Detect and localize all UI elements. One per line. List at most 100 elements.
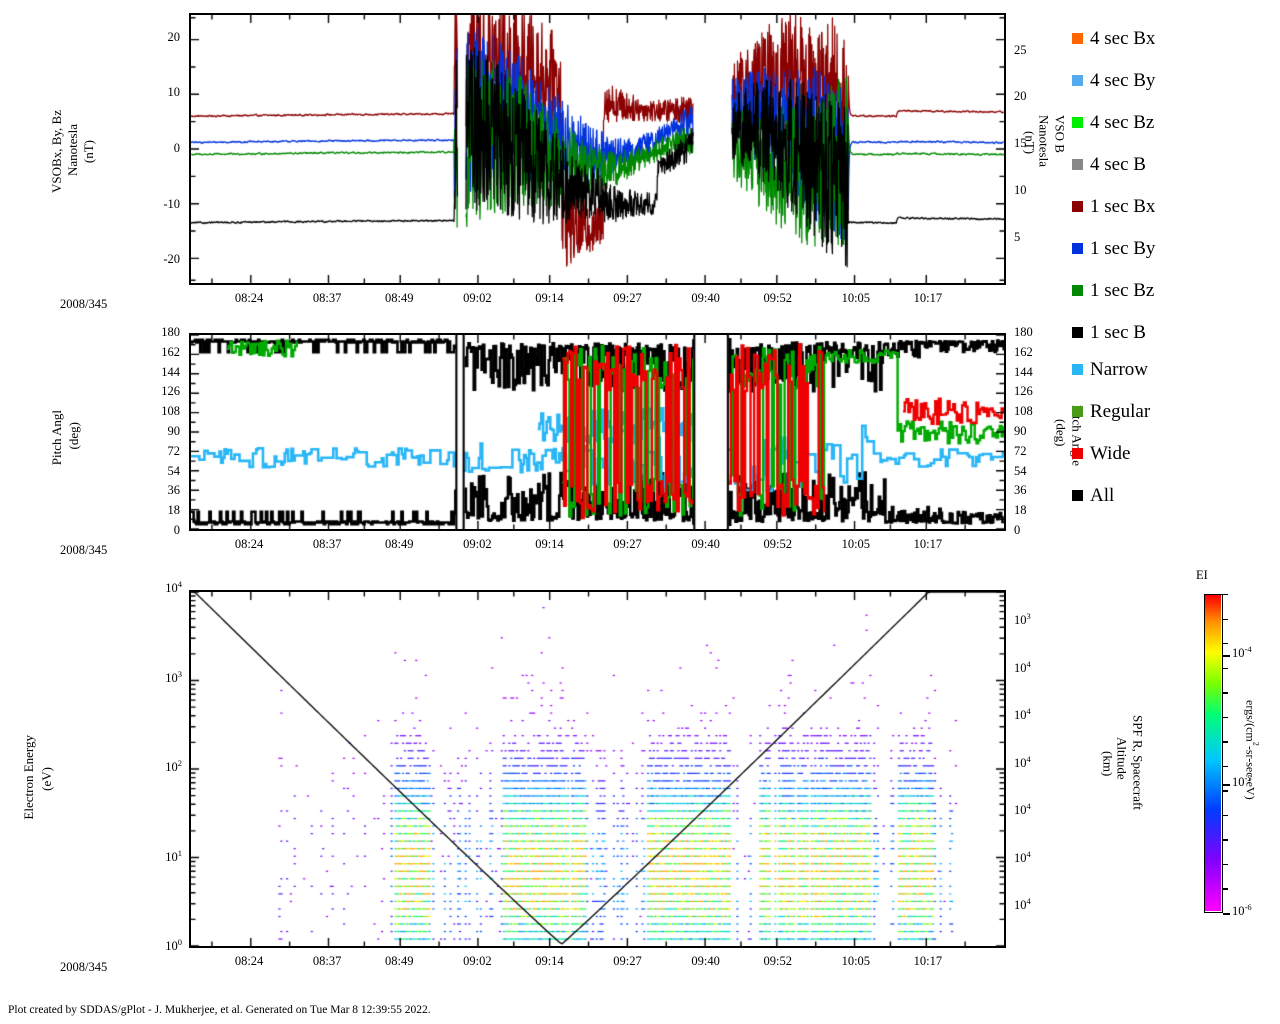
energy-ytick-2: 102: [165, 757, 182, 774]
colorbar-minor-tick: [1223, 692, 1228, 694]
vsob-ytick-25: 25: [1014, 42, 1027, 57]
plot-caption: Plot created by SDDAS/gPlot - J. Mukherj…: [8, 1004, 431, 1016]
energy-ytick-3: 103: [165, 668, 182, 685]
legend-item-4-sec-bz[interactable]: 4 sec Bz: [1072, 101, 1155, 143]
colorbar-tick-mark: [1223, 655, 1230, 658]
legend-item-1-sec-bz[interactable]: 1 sec Bz: [1072, 269, 1155, 311]
time-tick-08-49: 08:49: [385, 954, 414, 968]
time-tick-09-40: 09:40: [691, 291, 720, 305]
time-tick-09-40: 09:40: [691, 954, 720, 968]
mag-ytick-10: 10: [167, 85, 181, 100]
vsob-ytick-10: 10: [1014, 183, 1027, 198]
colorbar-minor-tick: [1223, 863, 1228, 866]
energy-ytick-4: 104: [165, 578, 182, 595]
mag-ytick--20: -20: [163, 252, 180, 267]
legend-item-1-sec-b[interactable]: 1 sec B: [1072, 311, 1155, 353]
magnetic-field-ylabel-line3: (nT): [81, 140, 96, 164]
legend-item-4-sec-b[interactable]: 4 sec B: [1072, 143, 1155, 185]
legend-label: All: [1090, 484, 1115, 506]
pitch-angle-ylabel-line2: (deg): [66, 422, 81, 450]
legend-swatch-icon: [1072, 158, 1083, 170]
colorbar-minor-tick: [1223, 888, 1228, 890]
pitch-angle-panel: [189, 333, 1006, 531]
pa-ytick-right-126: 126: [1014, 384, 1033, 399]
legend-item-regular[interactable]: Regular: [1072, 390, 1150, 432]
pa-ytick-36: 36: [167, 483, 181, 498]
energy-ytick-1: 101: [165, 847, 182, 864]
pa-ytick-right-144: 144: [1014, 364, 1033, 379]
legend-swatch-icon: [1072, 405, 1083, 417]
colorbar-tick--4: 10-4: [1232, 644, 1252, 661]
legend-label: 4 sec By: [1090, 69, 1156, 91]
colorbar-minor-tick: [1223, 765, 1228, 768]
legend-pitch-angle: Narrow Regular Wide All: [1072, 348, 1150, 516]
time-tick-09-52: 09:52: [763, 291, 792, 305]
legend-item-1-sec-bx[interactable]: 1 sec Bx: [1072, 185, 1155, 227]
pa-ytick-180: 180: [161, 325, 180, 339]
legend-swatch-icon: [1072, 363, 1083, 375]
legend-swatch-icon: [1072, 116, 1083, 128]
time-tick-10-17: 10:17: [913, 537, 943, 551]
time-tick-10-17: 10:17: [913, 954, 943, 968]
time-tick-08-24: 08:24: [234, 954, 264, 968]
colorbar-tick-mark: [1223, 784, 1230, 786]
time-tick-08-37: 08:37: [312, 291, 342, 305]
time-tick-09-02: 09:02: [463, 954, 492, 968]
legend-swatch-icon: [1072, 284, 1083, 296]
time-tick-09-52: 09:52: [763, 954, 792, 968]
colorbar-units: ergs/(cm2-sr-sec-eV): [1243, 700, 1261, 800]
time-tick-09-14: 09:14: [535, 954, 564, 968]
time-tick-10-17: 10:17: [913, 291, 943, 305]
time-tick-08-37: 08:37: [312, 537, 342, 551]
vsob-ytick-5: 5: [1014, 230, 1021, 245]
pa-ytick-54: 54: [167, 463, 181, 478]
pitch-angle-right-line2: (deg): [1053, 419, 1069, 447]
colorbar-minor-tick: [1223, 913, 1228, 915]
pa-ytick-108: 108: [161, 404, 180, 419]
colorbar-minor-tick: [1223, 741, 1228, 743]
legend-swatch-icon: [1072, 326, 1083, 338]
vsob-ytick-15: 15: [1014, 136, 1027, 151]
altitude-ytick-1: 104: [1014, 658, 1031, 675]
legend-label: 4 sec Bz: [1090, 111, 1155, 133]
time-tick-08-49: 08:49: [385, 291, 414, 305]
altitude-ytick-5: 104: [1014, 848, 1031, 865]
pa-ytick-0: 0: [173, 523, 180, 537]
legend-label: 4 sec Bx: [1090, 27, 1156, 49]
pa-ytick-162: 162: [161, 344, 180, 359]
legend-item-narrow[interactable]: Narrow: [1072, 348, 1150, 390]
altitude-label-line3: (km): [1100, 751, 1116, 777]
electron-spectrogram-panel: [189, 590, 1006, 948]
vso-b-label-line3: (nT): [1022, 131, 1038, 155]
pa-ytick-right-162: 162: [1014, 344, 1033, 359]
pa-ytick-90: 90: [167, 424, 181, 438]
pa-ytick-right-18: 18: [1014, 503, 1027, 518]
pa-ytick-right-72: 72: [1014, 443, 1027, 458]
colorbar-minor-tick: [1223, 716, 1228, 719]
legend-item-4-sec-bx[interactable]: 4 sec Bx: [1072, 17, 1155, 59]
pa-ytick-right-0: 0: [1014, 523, 1021, 537]
time-tick-09-27: 09:27: [613, 954, 642, 968]
electron-energy-ylabel-line2: (eV): [39, 767, 54, 791]
colorbar-minor-tick: [1223, 839, 1228, 841]
time-tick-09-40: 09:40: [691, 537, 720, 551]
colorbar-title: EI: [1196, 568, 1208, 582]
legend-label: Wide: [1090, 442, 1131, 464]
time-tick-10-05: 10:05: [841, 954, 871, 968]
date-label-bottom: 2008/345: [60, 960, 108, 974]
altitude-ytick-4: 104: [1014, 800, 1031, 817]
date-label-top: 2008/345: [60, 297, 108, 311]
time-tick-08-49: 08:49: [385, 537, 414, 551]
legend-item-4-sec-by[interactable]: 4 sec By: [1072, 59, 1155, 101]
legend-label: 1 sec Bx: [1090, 195, 1156, 217]
colorbar-minor-tick: [1223, 618, 1228, 620]
legend-item-1-sec-by[interactable]: 1 sec By: [1072, 227, 1155, 269]
altitude-ytick-0: 103: [1014, 610, 1031, 627]
vso-b-label-line2: Nanotesla: [1036, 115, 1052, 167]
legend-item-wide[interactable]: Wide: [1072, 432, 1150, 474]
time-tick-08-24: 08:24: [234, 291, 264, 305]
legend-item-all[interactable]: All: [1072, 474, 1150, 516]
pa-ytick-right-36: 36: [1014, 483, 1027, 498]
time-tick-09-14: 09:14: [535, 291, 564, 305]
mag-ytick-20: 20: [167, 29, 181, 44]
